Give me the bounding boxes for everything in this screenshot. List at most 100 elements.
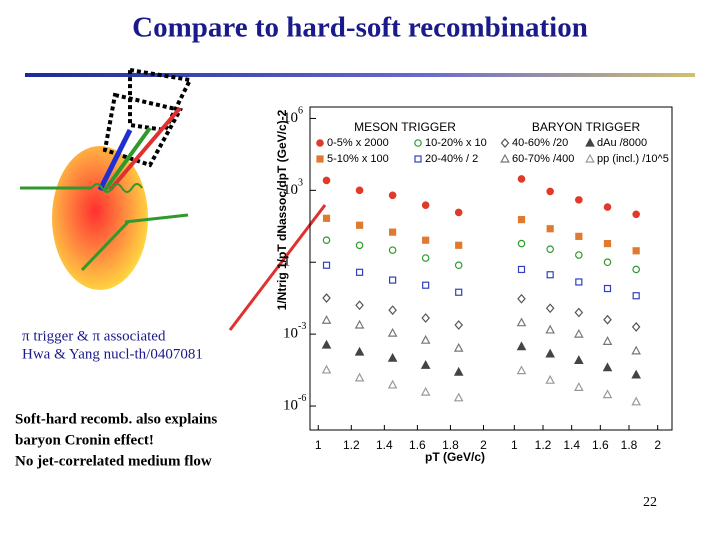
panel-title: MESON TRIGGER	[354, 120, 456, 134]
page-number: 22	[643, 495, 657, 510]
data-point	[574, 382, 584, 391]
y-tick-exponent: 6	[298, 106, 303, 117]
data-point	[516, 365, 527, 375]
data-point	[575, 232, 583, 240]
data-point	[321, 314, 332, 324]
data-point	[421, 201, 430, 209]
data-point	[455, 241, 463, 249]
data-point	[517, 239, 526, 248]
legend-marker	[500, 138, 510, 148]
data-point	[322, 214, 331, 222]
x-tick-label: 1.4	[376, 438, 393, 452]
legend-label: 40-60% /20	[512, 137, 568, 149]
data-point	[387, 352, 398, 362]
data-point	[322, 261, 331, 269]
data-point	[422, 236, 430, 244]
data-point	[354, 319, 365, 329]
x-tick-label: 1.2	[343, 438, 360, 452]
legend-label: 60-70% /400	[512, 153, 574, 165]
data-point	[603, 284, 612, 293]
data-point	[354, 346, 365, 356]
pointer-line	[228, 204, 327, 331]
data-point	[631, 345, 641, 355]
title-rule	[25, 73, 695, 77]
y-tick-label: 1	[283, 254, 291, 270]
data-point	[355, 221, 364, 229]
x-tick-label: 1.6	[592, 438, 609, 452]
legend-label: 5-10% x 100	[327, 153, 389, 165]
y-tick-exponent: -6	[298, 393, 306, 404]
data-point	[388, 305, 397, 316]
illustration	[20, 67, 193, 290]
data-point	[516, 341, 527, 351]
data-point	[632, 210, 640, 219]
legend-label: dAu /8000	[597, 137, 647, 149]
data-point	[517, 293, 526, 304]
x-axis-label: pT (GeV/c)	[425, 450, 485, 464]
data-point	[545, 303, 555, 314]
data-point	[421, 313, 430, 323]
data-point	[546, 271, 554, 279]
x-tick-label: 1	[511, 438, 518, 452]
data-point	[453, 392, 464, 402]
y-tick-exponent: -3	[298, 321, 306, 332]
data-point	[420, 386, 431, 396]
data-point	[355, 241, 364, 250]
data-point	[422, 281, 430, 289]
x-tick-label: 2	[654, 438, 661, 452]
note-line: No jet-correlated medium flow	[15, 453, 212, 469]
note-line: Soft-hard recomb. also explains	[15, 411, 217, 427]
data-point	[387, 379, 398, 389]
caption-line: π trigger & π associated	[22, 328, 166, 344]
x-tick-label: 1.2	[535, 438, 552, 452]
data-point	[454, 320, 463, 330]
x-tick-label: 1.6	[409, 438, 426, 452]
data-point	[546, 245, 554, 253]
data-point	[632, 292, 640, 300]
data-point	[631, 322, 641, 332]
slide-title: Compare to hard-soft recombination	[132, 12, 588, 44]
data-point	[516, 317, 527, 327]
data-point	[388, 246, 397, 254]
data-point	[546, 225, 554, 233]
data-point	[454, 261, 463, 270]
x-tick-label: 1.8	[621, 438, 638, 452]
data-point	[454, 208, 463, 217]
x-tick-label: 1	[315, 438, 322, 452]
data-point	[421, 254, 430, 262]
data-point	[632, 265, 640, 274]
legend-label: pp (incl.) /10^5	[597, 153, 669, 165]
data-point	[602, 389, 613, 399]
legend-marker	[585, 137, 595, 147]
data-point	[574, 355, 584, 365]
legend-label: 0-5% x 2000	[327, 137, 389, 149]
legend-marker	[414, 155, 422, 163]
data-point	[322, 293, 331, 303]
x-tick-label: 2	[480, 438, 487, 452]
caption-line: Hwa & Yang nucl-th/0407081	[22, 346, 203, 362]
data-point	[517, 265, 526, 274]
data-point	[355, 186, 364, 195]
data-point	[355, 300, 364, 311]
data-point	[420, 334, 431, 344]
data-point	[575, 278, 583, 286]
x-tick-label: 1.8	[442, 438, 459, 452]
data-point	[453, 342, 464, 352]
data-point	[602, 336, 613, 345]
y-axis-label: 1/Ntrig 1/pT dNassoc/dpT (GeV/c)-2	[275, 109, 289, 310]
data-point	[545, 324, 555, 334]
data-point	[575, 196, 583, 204]
data-point	[389, 276, 397, 284]
data-point	[603, 239, 612, 248]
data-point	[321, 339, 332, 349]
data-point	[631, 396, 641, 406]
data-point	[388, 191, 397, 200]
data-point	[574, 307, 584, 318]
data-point	[545, 348, 555, 358]
y-tick-exponent: 3	[298, 178, 303, 189]
data-point	[574, 328, 584, 338]
legend-label: 20-40% / 2	[425, 153, 478, 165]
data-point	[631, 369, 641, 379]
data-point	[322, 176, 331, 185]
